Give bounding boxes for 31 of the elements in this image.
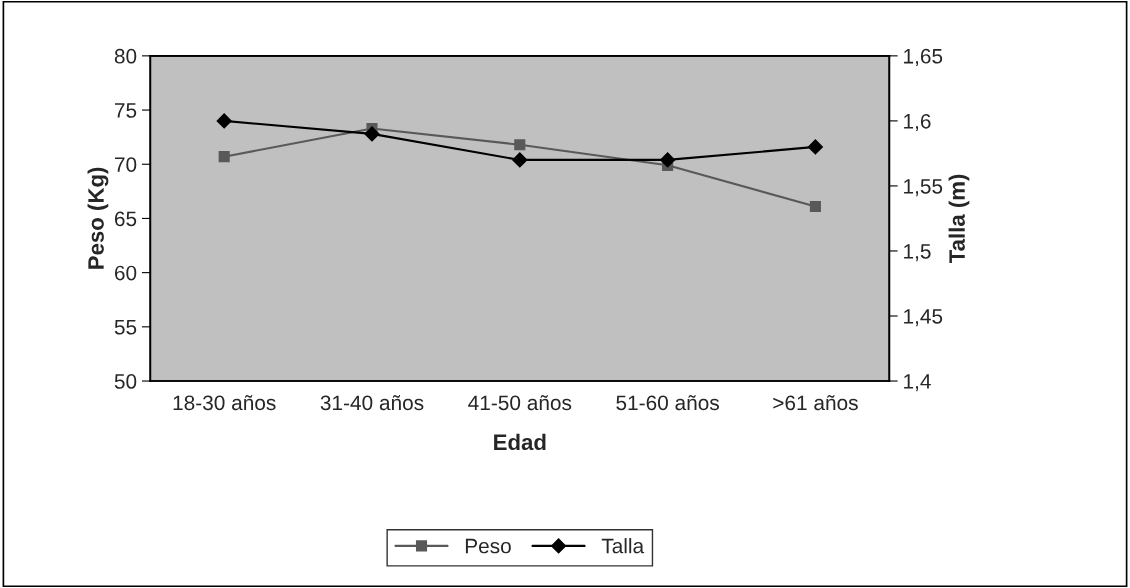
x-axis-title: Edad [494,433,546,451]
y2-tick-label: 1,45 [904,309,943,327]
point [364,126,380,142]
point [807,139,823,155]
x-tick-label: 51-60 años [616,395,719,411]
x-tick-label: 31-40 años [320,395,424,411]
y2-tick-label: 1,65 [904,48,943,67]
y2-axis-title: Talla (m) [948,174,970,264]
point [809,200,821,213]
y-tick-label: 60 [114,265,137,281]
y2-tick-label: 1,55 [904,179,943,197]
legend-label: Peso [465,538,511,554]
y2-tick-label: 1,4 [904,374,931,392]
point [512,152,528,168]
x-tick-label: 18-30 años [173,395,276,411]
point [218,151,230,163]
y-tick-label: 75 [114,103,137,118]
legend-label: Talla [601,538,645,554]
y-tick-label: 70 [114,157,137,172]
y-axis-title: Peso (Kg) [87,167,109,269]
x-tick-label: >61 años [773,395,858,411]
y-tick-label: 80 [114,48,137,64]
y2-tick-label: 1,6 [904,113,931,132]
y-tick-label: 65 [114,211,137,227]
point [514,139,526,151]
y2-tick-label: 1,5 [904,244,931,262]
y-tick-label: 50 [114,374,137,389]
y-tick-label: 55 [114,320,137,335]
point [216,113,232,129]
point [660,152,676,168]
x-tick-label: 41-50 años [468,395,572,411]
